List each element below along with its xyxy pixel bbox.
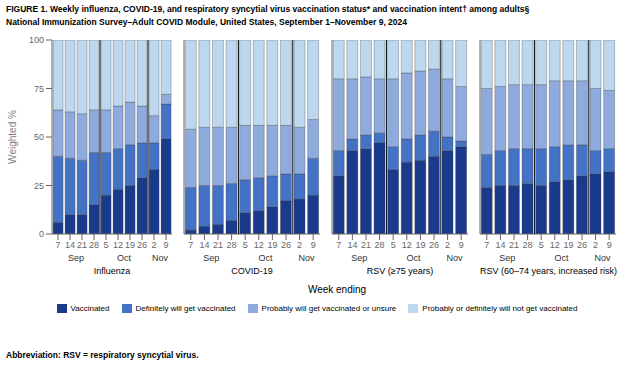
svg-text:28: 28 (227, 240, 237, 250)
html-text:Abbreviation: RSV = respirator: Abbreviation: RSV = respiratory syncytia… (6, 350, 199, 360)
svg-text:21: 21 (213, 240, 223, 250)
svg-text:Nov: Nov (298, 253, 315, 263)
html-text:Week ending: Week ending (307, 284, 367, 295)
svg-text:14: 14 (65, 240, 75, 250)
svg-text:Oct: Oct (117, 253, 132, 263)
svg-text:19: 19 (563, 240, 573, 250)
svg-text:100: 100 (29, 35, 44, 45)
svg-text:Nov: Nov (152, 253, 169, 263)
svg-text:25: 25 (34, 181, 44, 191)
svg-text:5: 5 (539, 240, 544, 250)
svg-text:21: 21 (77, 240, 87, 250)
svg-text:Sep: Sep (351, 253, 367, 263)
svg-text:Sep: Sep (203, 253, 219, 263)
svg-text:Nov: Nov (446, 253, 463, 263)
svg-text:19: 19 (267, 240, 277, 250)
svg-text:26: 26 (577, 240, 587, 250)
svg-text:2: 2 (297, 240, 302, 250)
svg-text:26: 26 (281, 240, 291, 250)
svg-text:14: 14 (199, 240, 209, 250)
svg-text:2: 2 (151, 240, 156, 250)
svg-text:9: 9 (163, 240, 168, 250)
html-text:FIGURE 1. Weekly influenza, CO: FIGURE 1. Weekly influenza, COVID-19, an… (6, 4, 530, 14)
svg-text:Oct: Oct (555, 253, 570, 263)
svg-text:28: 28 (375, 240, 385, 250)
svg-text:7: 7 (55, 240, 60, 250)
html-text:RSV (≥75 years): RSV (≥75 years) (366, 266, 434, 276)
svg-text:9: 9 (459, 240, 464, 250)
svg-text:2: 2 (593, 240, 598, 250)
svg-text:19: 19 (415, 240, 425, 250)
svg-text:5: 5 (103, 240, 108, 250)
html-text:Probably or definitely will no: Probably or definitely will not get vacc… (422, 304, 578, 313)
html-text:National Immunization Survey–A: National Immunization Survey–Adult COVID… (6, 17, 407, 27)
svg-text:26: 26 (137, 240, 147, 250)
html-text:Influenza: Influenza (93, 266, 131, 276)
svg-text:12: 12 (402, 240, 412, 250)
svg-text:Sep: Sep (499, 253, 515, 263)
svg-text:2: 2 (445, 240, 450, 250)
svg-text:Oct: Oct (259, 253, 274, 263)
html-text:Vaccinated: Vaccinated (70, 304, 110, 313)
html-text:RSV (60–74 years, increased ri: RSV (60–74 years, increased risk) (480, 266, 618, 276)
svg-text:5: 5 (391, 240, 396, 250)
svg-text:Nov: Nov (594, 253, 611, 263)
svg-text:21: 21 (361, 240, 371, 250)
svg-text:12: 12 (254, 240, 264, 250)
svg-text:7: 7 (484, 240, 489, 250)
svg-text:28: 28 (89, 240, 99, 250)
svg-text:9: 9 (311, 240, 316, 250)
html-text:Probably will get vaccinated o: Probably will get vaccinated or unsure (261, 304, 397, 313)
svg-text:28: 28 (523, 240, 533, 250)
svg-text:21: 21 (509, 240, 519, 250)
svg-text:9: 9 (607, 240, 612, 250)
svg-text:Sep: Sep (68, 253, 84, 263)
svg-text:14: 14 (347, 240, 357, 250)
svg-text:Weighted %: Weighted % (8, 110, 18, 164)
svg-text:7: 7 (188, 240, 193, 250)
svg-text:7: 7 (336, 240, 341, 250)
svg-text:26: 26 (429, 240, 439, 250)
svg-text:0: 0 (39, 229, 44, 239)
svg-text:14: 14 (495, 240, 505, 250)
svg-text:Oct: Oct (407, 253, 422, 263)
svg-text:12: 12 (550, 240, 560, 250)
html-text:Definitely will get vaccinated: Definitely will get vaccinated (135, 304, 236, 313)
svg-text:12: 12 (113, 240, 123, 250)
svg-text:50: 50 (34, 132, 44, 142)
html-text:COVID-19: COVID-19 (231, 266, 273, 276)
svg-text:5: 5 (243, 240, 248, 250)
svg-text:19: 19 (125, 240, 135, 250)
svg-text:75: 75 (34, 84, 44, 94)
